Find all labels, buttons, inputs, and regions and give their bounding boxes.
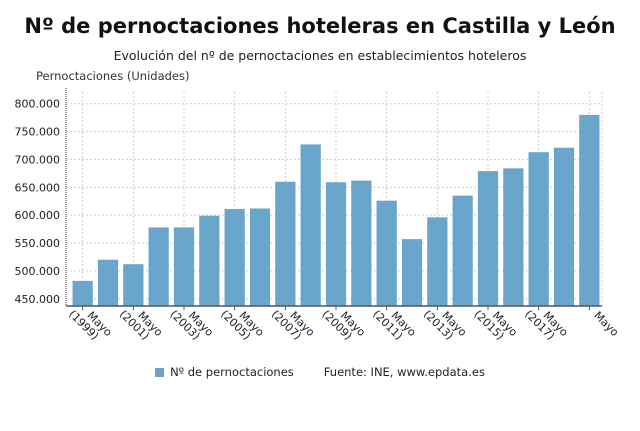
y-tick-label: 700.000 (15, 153, 61, 166)
bar (579, 114, 600, 306)
bar (249, 208, 271, 306)
y-tick-label: 500.000 (15, 265, 61, 278)
y-axis-label: Pernoctaciones (Unidades) (36, 69, 190, 83)
bar (477, 171, 499, 306)
bar (503, 168, 524, 306)
y-tick-label: 750.000 (15, 126, 61, 139)
bar (401, 239, 423, 306)
bar (97, 259, 119, 306)
legend-label: Nº de pernoctaciones (170, 365, 294, 379)
bar (528, 152, 549, 306)
y-tick-label: 450.000 (15, 293, 61, 306)
bar (148, 227, 169, 306)
legend: Nº de pernoctaciones Fuente: INE, www.ep… (0, 365, 640, 379)
y-tick-label: 600.000 (15, 209, 61, 222)
y-tick-label: 650.000 (15, 181, 61, 194)
legend-swatch (155, 367, 165, 377)
bar (427, 217, 448, 306)
bar (224, 209, 245, 306)
bar (452, 195, 473, 306)
y-tick-label: 800.000 (15, 98, 61, 111)
chart-subtitle: Evolución del nº de pernoctaciones en es… (113, 48, 527, 63)
bar (123, 264, 144, 306)
bar (300, 144, 321, 306)
bar (173, 227, 195, 306)
chart-title: Nº de pernoctaciones hoteleras en Castil… (24, 14, 616, 38)
bar (351, 180, 372, 306)
bar (325, 182, 347, 306)
source-note: Fuente: INE, www.epdata.es (323, 365, 485, 379)
bar (553, 147, 575, 306)
bar (199, 215, 220, 306)
bar (275, 181, 296, 306)
bar (376, 200, 397, 306)
x-tick-label: Mayo (591, 309, 621, 339)
bar (72, 280, 93, 306)
y-tick-label: 550.000 (15, 237, 61, 250)
